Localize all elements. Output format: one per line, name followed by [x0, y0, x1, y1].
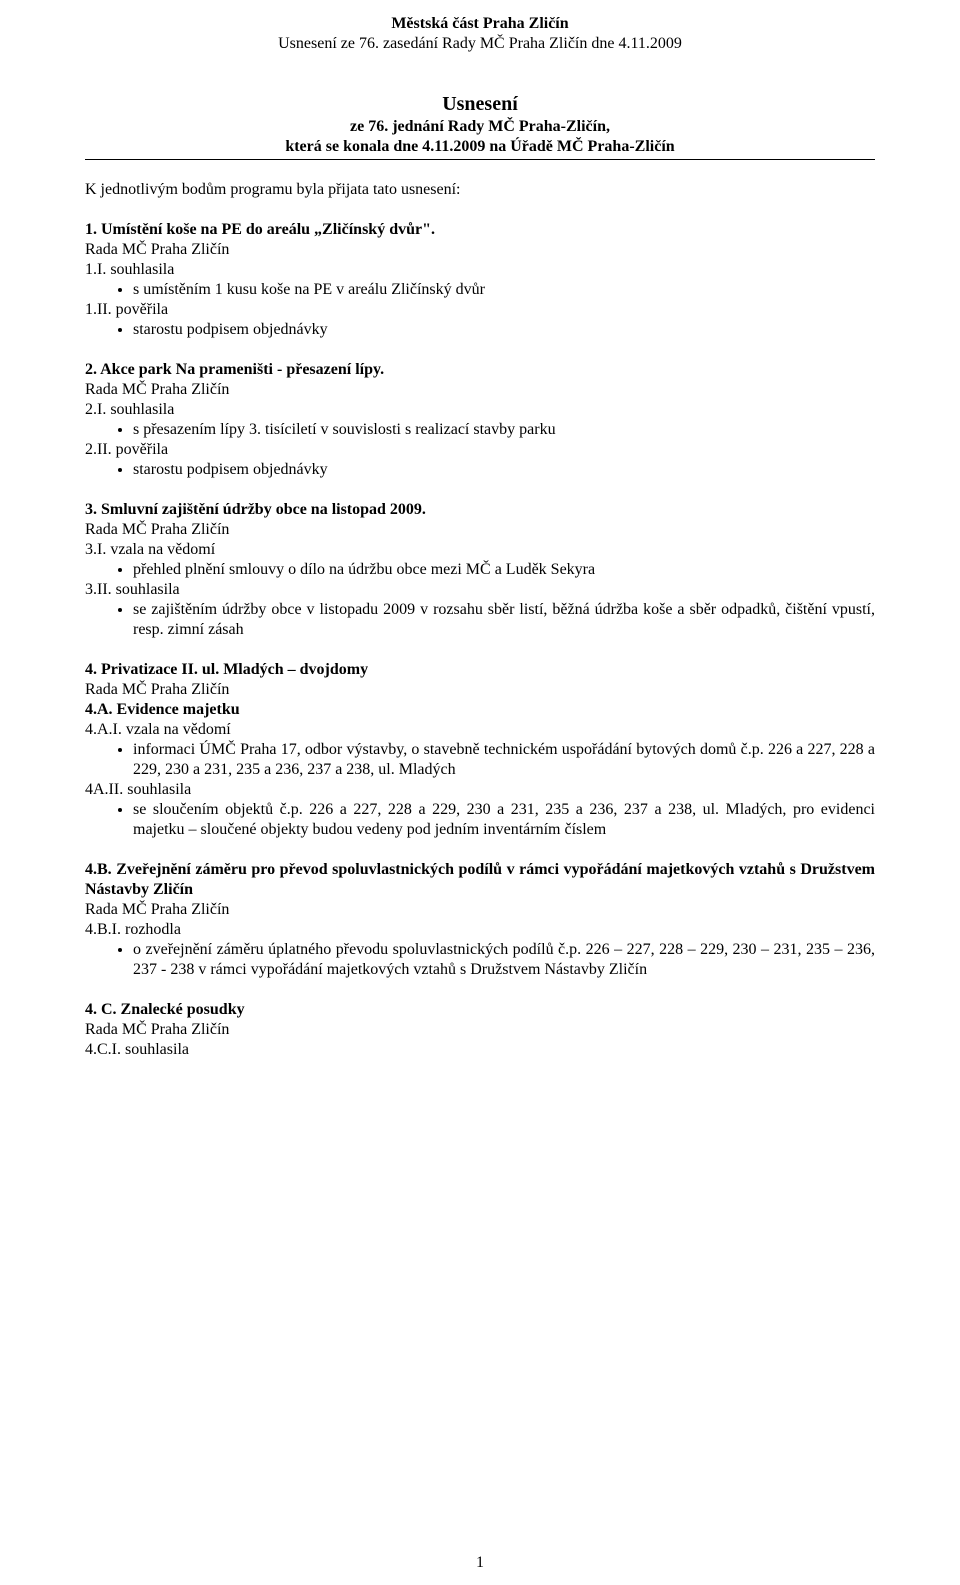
item-3-rada: Rada MČ Praha Zličín: [85, 520, 875, 540]
item-4A-s1-list: informaci ÚMČ Praha 17, odbor výstavby, …: [85, 740, 875, 780]
item-1: 1. Umístění koše na PE do areálu „Zličín…: [85, 220, 875, 340]
item-4C-title: 4. C. Znalecké posudky: [85, 1000, 875, 1020]
item-2: 2. Akce park Na prameništi - přesazení l…: [85, 360, 875, 480]
item-2-s2-label: 2.II. pověřila: [85, 440, 875, 460]
item-3-s2-label: 3.II. souhlasila: [85, 580, 875, 600]
document-subtitle-2: která se konala dne 4.11.2009 na Úřadě M…: [85, 137, 875, 160]
item-2-s2-bullet: starostu podpisem objednávky: [133, 460, 875, 480]
item-4B-s1-list: o zveřejnění záměru úplatného převodu sp…: [85, 940, 875, 980]
item-1-s1-label: 1.I. souhlasila: [85, 260, 875, 280]
item-4C-rada: Rada MČ Praha Zličín: [85, 1020, 875, 1040]
intro-paragraph: K jednotlivým bodům programu byla přijat…: [85, 180, 875, 200]
item-1-s2-list: starostu podpisem objednávky: [85, 320, 875, 340]
item-4B-title: 4.B. Zveřejnění záměru pro převod spoluv…: [85, 860, 875, 900]
item-4A-s2-list: se sloučením objektů č.p. 226 a 227, 228…: [85, 800, 875, 840]
document-title: Usnesení: [85, 92, 875, 117]
item-4B-s1-label: 4.B.I. rozhodla: [85, 920, 875, 940]
header-line-2: Usnesení ze 76. zasedání Rady MČ Praha Z…: [85, 34, 875, 54]
item-3-title: 3. Smluvní zajištění údržby obce na list…: [85, 500, 875, 520]
item-2-title: 2. Akce park Na prameništi - přesazení l…: [85, 360, 875, 380]
item-4C-s1-label: 4.C.I. souhlasila: [85, 1040, 875, 1060]
item-4A-s1-label: 4.A.I. vzala na vědomí: [85, 720, 875, 740]
item-4A-s2-bullet: se sloučením objektů č.p. 226 a 227, 228…: [133, 800, 875, 840]
item-4-rada: Rada MČ Praha Zličín: [85, 680, 875, 700]
item-2-s1-label: 2.I. souhlasila: [85, 400, 875, 420]
item-3-s2-list: se zajištěním údržby obce v listopadu 20…: [85, 600, 875, 640]
item-4A-s1-bullet: informaci ÚMČ Praha 17, odbor výstavby, …: [133, 740, 875, 780]
item-4-title: 4. Privatizace II. ul. Mladých – dvojdom…: [85, 660, 875, 680]
item-1-rada: Rada MČ Praha Zličín: [85, 240, 875, 260]
header-line-1: Městská část Praha Zličín: [85, 14, 875, 34]
document-subtitle-1: ze 76. jednání Rady MČ Praha-Zličín,: [85, 117, 875, 137]
item-1-s1-bullet: s umístěním 1 kusu koše na PE v areálu Z…: [133, 280, 875, 300]
document-page: Městská část Praha Zličín Usnesení ze 76…: [0, 0, 960, 1585]
item-1-s2-bullet: starostu podpisem objednávky: [133, 320, 875, 340]
item-2-s1-bullet: s přesazením lípy 3. tisíciletí v souvis…: [133, 420, 875, 440]
item-4B-rada: Rada MČ Praha Zličín: [85, 900, 875, 920]
item-1-title: 1. Umístění koše na PE do areálu „Zličín…: [85, 220, 875, 240]
item-4: 4. Privatizace II. ul. Mladých – dvojdom…: [85, 660, 875, 1060]
item-3: 3. Smluvní zajištění údržby obce na list…: [85, 500, 875, 640]
item-3-s1-label: 3.I. vzala na vědomí: [85, 540, 875, 560]
item-2-s1-list: s přesazením lípy 3. tisíciletí v souvis…: [85, 420, 875, 440]
item-2-rada: Rada MČ Praha Zličín: [85, 380, 875, 400]
item-2-s2-list: starostu podpisem objednávky: [85, 460, 875, 480]
item-1-s1-list: s umístěním 1 kusu koše na PE v areálu Z…: [85, 280, 875, 300]
item-4B-s1-bullet: o zveřejnění záměru úplatného převodu sp…: [133, 940, 875, 980]
item-4A-s2-label: 4A.II. souhlasila: [85, 780, 875, 800]
item-1-s2-label: 1.II. pověřila: [85, 300, 875, 320]
item-3-s2-bullet: se zajištěním údržby obce v listopadu 20…: [133, 600, 875, 640]
item-3-s1-list: přehled plnění smlouvy o dílo na údržbu …: [85, 560, 875, 580]
item-4A-title: 4.A. Evidence majetku: [85, 700, 875, 720]
page-number: 1: [0, 1553, 960, 1573]
item-3-s1-bullet: přehled plnění smlouvy o dílo na údržbu …: [133, 560, 875, 580]
